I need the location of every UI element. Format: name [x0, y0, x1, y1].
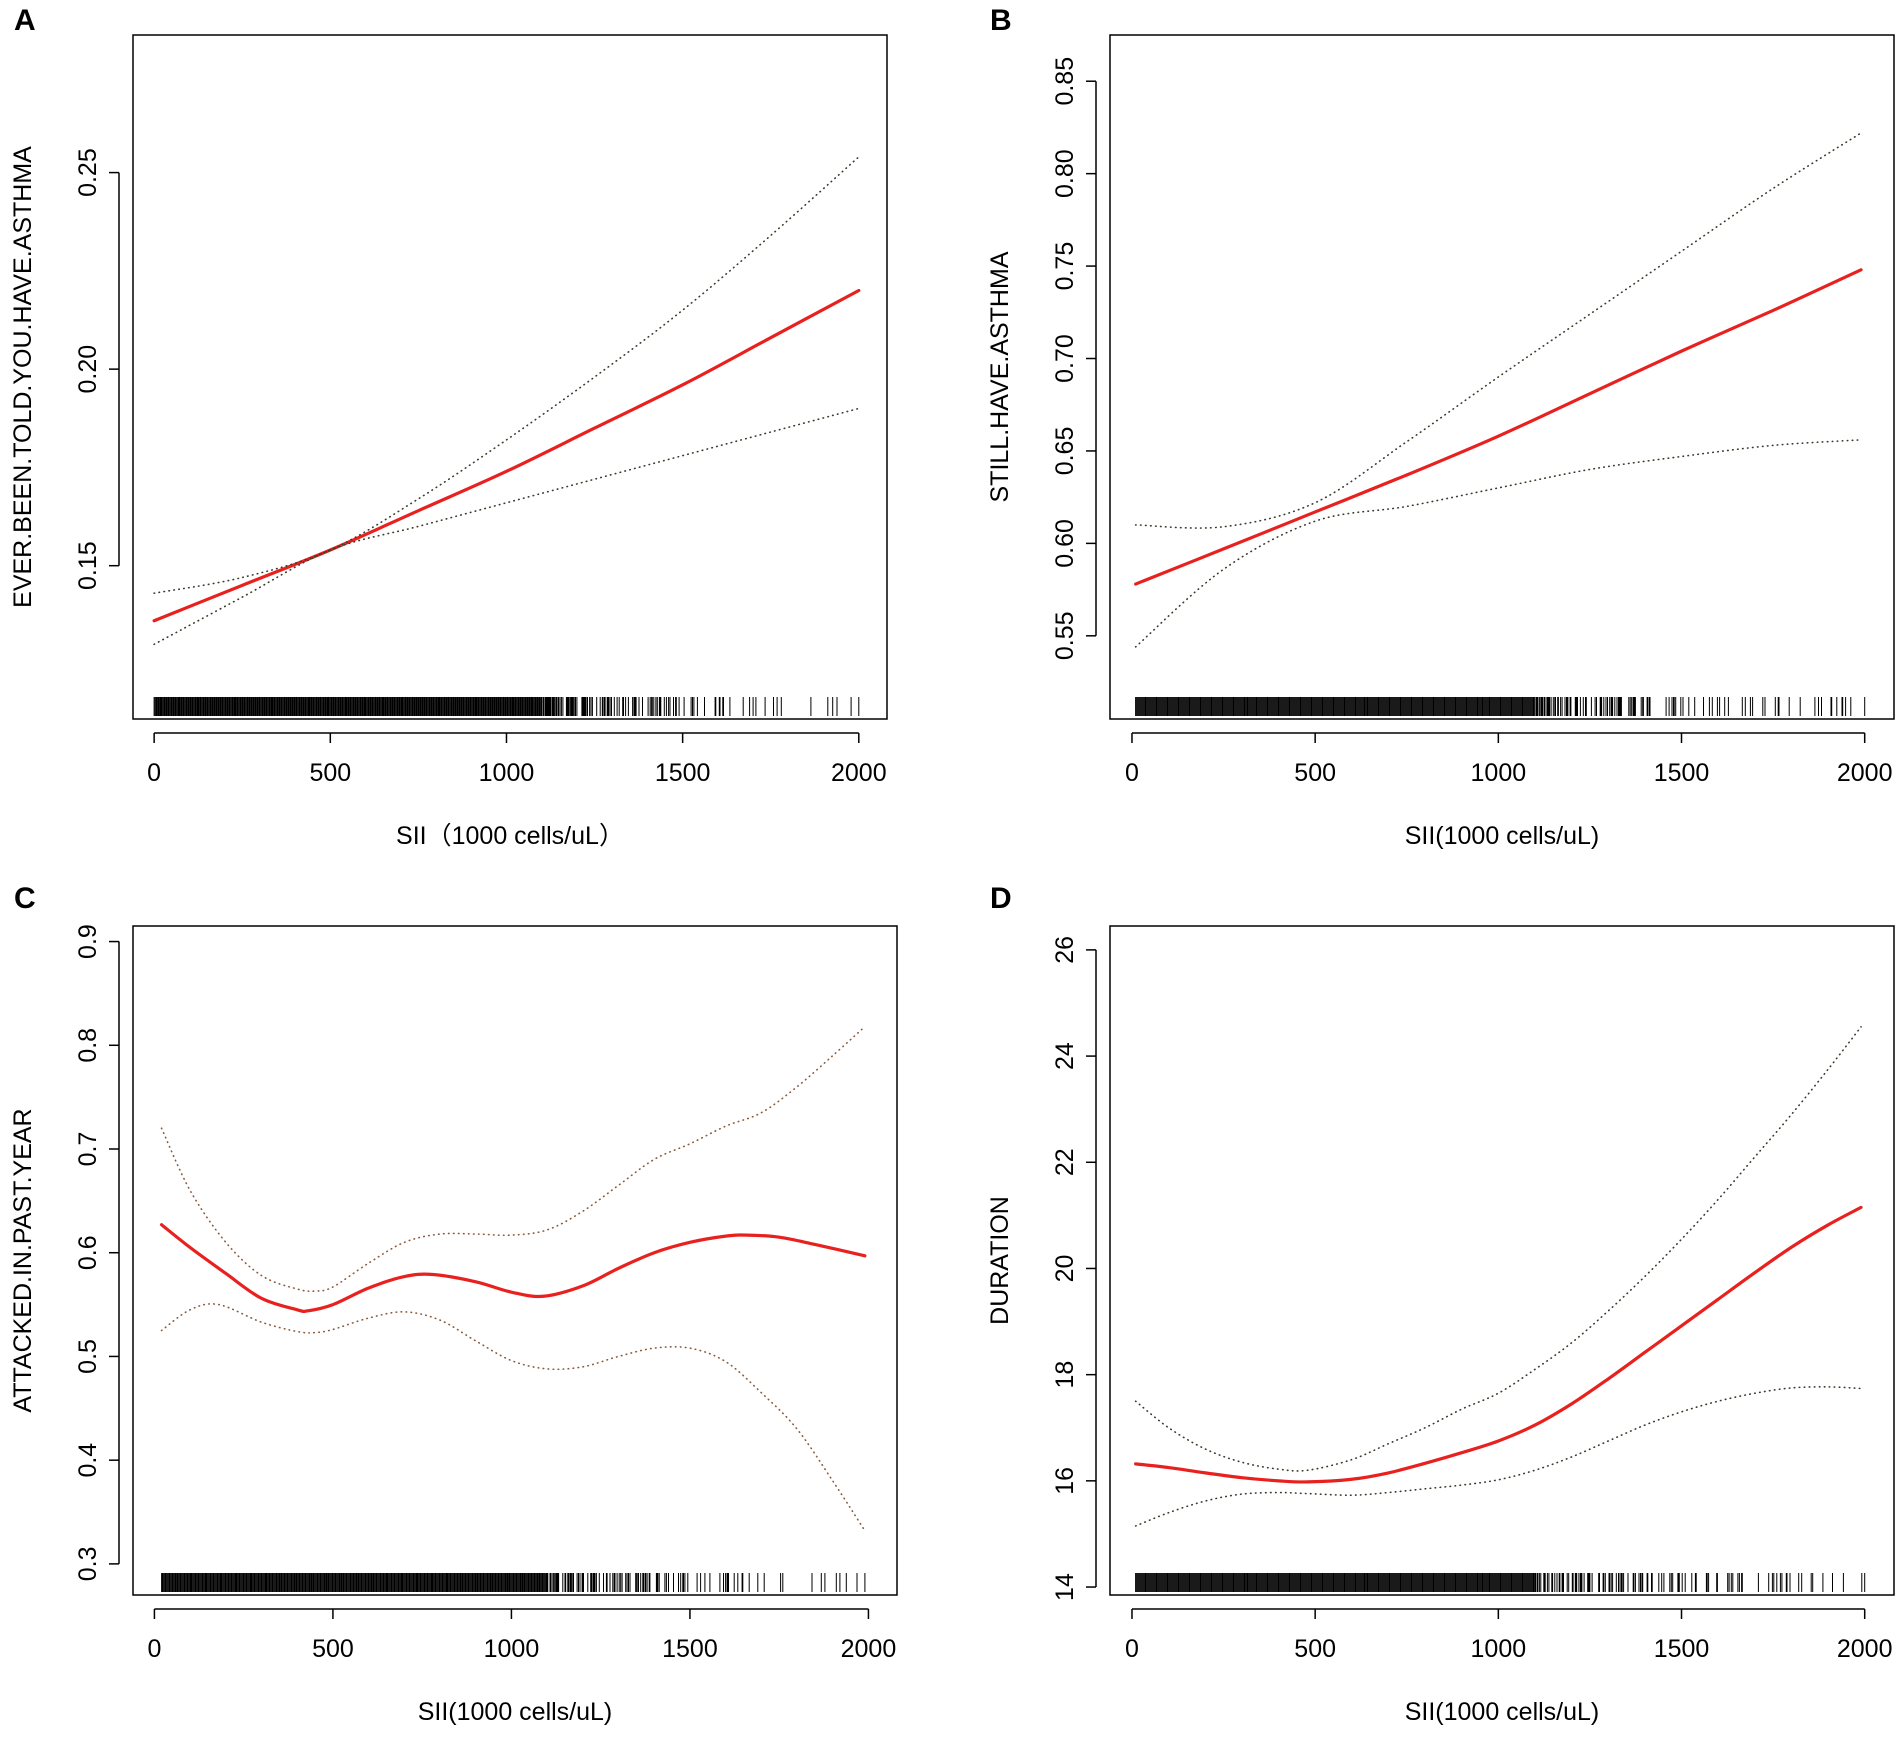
rug-marks: [161, 1573, 866, 1592]
y-tick-label: 14: [1051, 1573, 1079, 1601]
x-tick-label: 1000: [1471, 759, 1527, 787]
y-tick-label: 26: [1051, 936, 1079, 964]
fit-line: [1134, 1205, 1863, 1484]
plot-frame: [132, 925, 898, 1596]
x-tick-label: 1500: [655, 759, 711, 787]
fit-line: [1134, 268, 1863, 586]
panel-a: A 0 500 1000 1500 2000 0.15 0.20 0.25 SII（1000 ce…: [9, 4, 888, 850]
x-axis-title: SII(1000 cells/uL): [1405, 1698, 1600, 1726]
y-tick-label: 0.7: [74, 1132, 102, 1167]
rug-mark: [1135, 697, 1866, 716]
x-axis-title: SII(1000 cells/uL): [1405, 822, 1600, 850]
x-tick-label: 500: [309, 759, 351, 787]
y-axis-title: DURATION: [986, 1196, 1014, 1325]
y-tick-label: 0.65: [1051, 427, 1079, 476]
y-axis-title: EVER.BEEN.TOLD.YOU.HAVE.ASTHMA: [9, 146, 37, 608]
y-tick-label: 18: [1051, 1361, 1079, 1389]
fit-line: [152, 288, 861, 623]
y-tick-label: 0.85: [1051, 57, 1079, 106]
panel-c: C 0 500 1000 1500 2000 0.3 0.4 0.5 0.6 0.7 0.8 0.9 SI…: [9, 882, 898, 1726]
y-tick-label: 16: [1051, 1467, 1079, 1495]
x-tick-label: 2000: [841, 1635, 897, 1663]
x-tick-label: 500: [312, 1635, 354, 1663]
x-tick-label: 2000: [1837, 759, 1893, 787]
panel-letter: B: [990, 4, 1012, 37]
x-axis-title: SII（1000 cells/uL）: [396, 822, 624, 850]
plot-frame: [1109, 925, 1895, 1596]
upper-ci-line: [1134, 1026, 1862, 1472]
y-tick-label: 0.20: [74, 345, 102, 394]
x-tick-label: 1500: [1654, 1635, 1710, 1663]
rug-mark: [161, 1573, 866, 1592]
rug-mark: [153, 697, 860, 716]
y-axis-title: STILL.HAVE.ASTHMA: [986, 251, 1014, 502]
plot-frame: [132, 34, 888, 720]
y-tick-label: 0.6: [74, 1235, 102, 1270]
panel-letter: C: [14, 882, 36, 915]
panel-d: D 0 500 1000 1500 2000 14 16 18 20 22 24 26 SII(1000 …: [986, 882, 1895, 1726]
y-axis-title: ATTACKED.IN.PAST.YEAR: [9, 1108, 37, 1412]
y-tick-label: 0.15: [74, 541, 102, 590]
fit-line: [159, 1223, 867, 1314]
y-tick-label: 0.75: [1051, 242, 1079, 291]
x-tick-label: 0: [1125, 759, 1139, 787]
x-tick-label: 1500: [662, 1635, 718, 1663]
x-tick-label: 0: [147, 759, 161, 787]
y-tick-label: 0.4: [74, 1443, 102, 1478]
panel-letter: D: [990, 882, 1012, 915]
x-tick-label: 0: [1125, 1635, 1139, 1663]
lower-ci-line: [1134, 1386, 1862, 1527]
y-tick-label: 20: [1051, 1255, 1079, 1283]
y-tick-label: 0.25: [74, 148, 102, 197]
y-tick-label: 22: [1051, 1148, 1079, 1176]
x-tick-label: 500: [1294, 759, 1336, 787]
y-tick-label: 0.60: [1051, 519, 1079, 568]
rug-marks: [1135, 697, 1866, 716]
x-tick-label: 1000: [1471, 1635, 1527, 1663]
y-tick-label: 0.3: [74, 1547, 102, 1582]
y-tick-label: 0.55: [1051, 611, 1079, 660]
x-tick-label: 500: [1294, 1635, 1336, 1663]
y-tick-label: 0.9: [74, 924, 102, 959]
x-tick-label: 1000: [479, 759, 535, 787]
x-tick-label: 0: [147, 1635, 161, 1663]
lower-ci-line: [160, 1303, 866, 1532]
x-tick-label: 1000: [484, 1635, 540, 1663]
x-tick-label: 2000: [1837, 1635, 1893, 1663]
rug-marks: [153, 697, 860, 716]
rug-mark: [1135, 1573, 1866, 1592]
panel-b: B 0 500 1000 1500 2000 0.55 0.60 0.65 0.70 0.75 0.8…: [986, 4, 1895, 850]
y-tick-label: 24: [1051, 1042, 1079, 1070]
x-tick-label: 2000: [831, 759, 887, 787]
upper-ci-line: [1134, 132, 1862, 529]
lower-ci-line: [1134, 439, 1862, 648]
plot-frame: [1109, 34, 1895, 720]
upper-ci-line: [160, 1025, 866, 1293]
x-tick-label: 1500: [1654, 759, 1710, 787]
rug-marks: [1135, 1573, 1866, 1592]
lower-ci-line: [153, 407, 860, 646]
y-tick-label: 0.80: [1051, 149, 1079, 198]
y-tick-label: 0.70: [1051, 334, 1079, 383]
y-tick-label: 0.5: [74, 1339, 102, 1374]
x-axis-title: SII(1000 cells/uL): [418, 1698, 613, 1726]
y-tick-label: 0.8: [74, 1028, 102, 1063]
upper-ci-line: [153, 156, 860, 595]
panel-letter: A: [14, 4, 36, 37]
